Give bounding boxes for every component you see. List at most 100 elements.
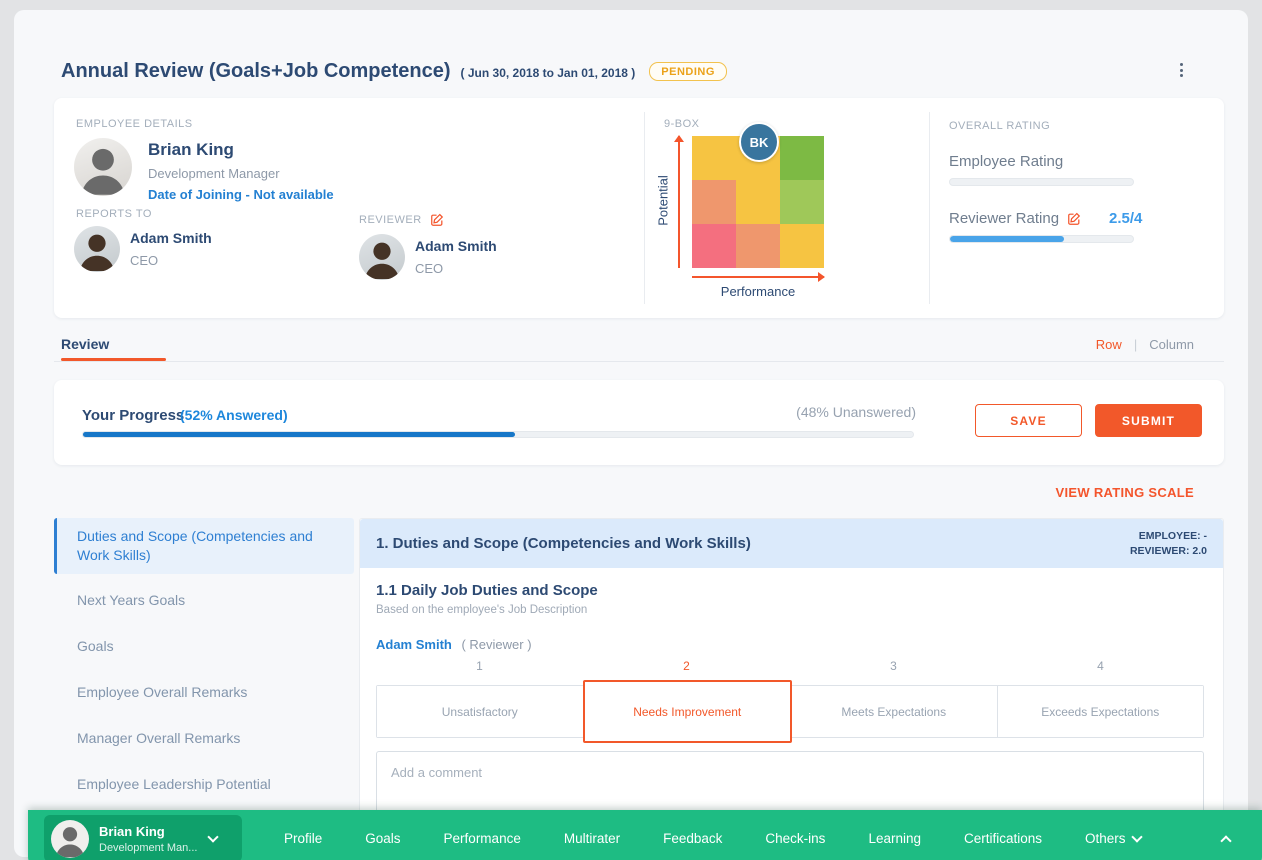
employee-avatar: [74, 138, 132, 196]
status-badge: PENDING: [649, 62, 727, 81]
answerer-line: Adam Smith ( Reviewer ): [376, 637, 532, 652]
progress-card: Your Progress (52% Answered) (48% Unansw…: [54, 380, 1224, 465]
answerer-role: ( Reviewer ): [461, 637, 532, 652]
section-sidebar: Duties and Scope (Competencies and Work …: [54, 518, 354, 860]
progress-answered: (52% Answered): [180, 407, 288, 423]
page-title: Annual Review (Goals+Job Competence): [61, 60, 451, 82]
sidebar-item-employee-leadership-potential[interactable]: Employee Leadership Potential: [77, 776, 271, 792]
chevron-down-icon: [207, 830, 219, 843]
nav-item-check-ins[interactable]: Check-ins: [765, 831, 826, 846]
content-frame: Annual Review (Goals+Job Competence) ( J…: [14, 10, 1262, 860]
scale-number-4: 4: [1097, 659, 1104, 673]
employee-score: EMPLOYEE: -: [1138, 529, 1207, 542]
employee-rating-label: Employee Rating: [949, 153, 1064, 170]
performance-axis-arrow: [692, 272, 825, 282]
reviewer-label: REVIEWER: [359, 214, 422, 226]
navbar-user-role: Development Man...: [99, 841, 198, 854]
collapse-navbar-button[interactable]: [1220, 832, 1232, 850]
view-rating-scale-link[interactable]: VIEW RATING SCALE: [1055, 485, 1194, 500]
navbar-user-avatar: [51, 819, 89, 858]
question-subtitle: Based on the employee's Job Description: [376, 604, 588, 616]
reviewer-name: Adam Smith: [415, 238, 497, 254]
tab-active-underline: [61, 358, 166, 361]
section-header: 1. Duties and Scope (Competencies and Wo…: [360, 519, 1223, 568]
nine-box-label: 9-BOX: [664, 118, 700, 130]
nine-box-cell: [780, 136, 824, 180]
nav-item-certifications[interactable]: Certifications: [963, 831, 1043, 846]
nine-box-cell: [692, 224, 736, 268]
potential-axis-arrow: [674, 135, 684, 268]
nine-box-cell: [692, 136, 736, 180]
progress-unanswered: (48% Unanswered): [796, 404, 916, 420]
reports-to-role: CEO: [130, 253, 159, 268]
section-scores: EMPLOYEE: - REVIEWER: 2.0: [1130, 529, 1207, 559]
nav-others-label: Others: [1085, 831, 1126, 846]
submit-button[interactable]: SUBMIT: [1095, 404, 1202, 437]
tab-review[interactable]: Review: [61, 336, 110, 352]
sidebar-item-next-years-goals[interactable]: Next Years Goals: [77, 592, 186, 608]
sidebar-item-manager-overall-remarks[interactable]: Manager Overall Remarks: [77, 730, 241, 746]
sidebar-item-goals[interactable]: Goals: [77, 638, 114, 654]
rating-option-exceeds-expectations[interactable]: Exceeds Expectations: [997, 686, 1203, 737]
reviewer-avatar: [359, 234, 405, 280]
reviewer-rating-label: Reviewer Rating: [949, 210, 1060, 227]
view-toggle-separator: |: [1133, 337, 1138, 352]
nine-box-cell: [780, 224, 824, 268]
performance-axis-label: Performance: [720, 284, 796, 299]
nine-box-cell: [692, 180, 736, 224]
employee-rating-bar: [949, 178, 1134, 186]
reviewer-rating-bar: [949, 235, 1134, 243]
chevron-down-icon: [1130, 830, 1143, 843]
reviewer-rating-value: 2.5/4: [1109, 210, 1143, 227]
employee-summary-card: EMPLOYEE DETAILS Brian King Development …: [54, 98, 1224, 318]
kebab-menu-icon[interactable]: [1172, 60, 1190, 80]
nav-item-profile[interactable]: Profile: [284, 831, 323, 846]
sidebar-item-employee-overall-remarks[interactable]: Employee Overall Remarks: [77, 684, 248, 700]
scale-number-1: 1: [476, 659, 483, 673]
employee-position-marker: BK: [739, 122, 779, 162]
rating-option-meets-expectations[interactable]: Meets Expectations: [791, 686, 998, 737]
section-title: 1. Duties and Scope (Competencies and Wo…: [376, 535, 751, 552]
nine-box-cell: [736, 180, 780, 224]
reviewer-rating-fill: [950, 236, 1065, 242]
chevron-up-icon: [1220, 835, 1232, 847]
nav-item-feedback[interactable]: Feedback: [663, 831, 723, 846]
progress-fill: [83, 432, 515, 437]
rating-scale-numbers: 1 2 3 4: [376, 659, 1204, 673]
answerer-name-link[interactable]: Adam Smith: [376, 637, 452, 652]
nine-box-cell: [780, 180, 824, 224]
page-header: Annual Review (Goals+Job Competence) ( J…: [61, 60, 727, 83]
reports-to-label: REPORTS TO: [76, 208, 152, 220]
edit-reviewer-icon[interactable]: [430, 213, 444, 227]
tabs-divider: [54, 361, 1224, 362]
nav-item-multirater[interactable]: Multirater: [563, 831, 621, 846]
scale-number-2: 2: [683, 659, 690, 673]
divider: [644, 112, 645, 304]
nav-item-goals[interactable]: Goals: [365, 831, 401, 846]
sidebar-item-duties-and-scope[interactable]: Duties and Scope (Competencies and Work …: [54, 518, 354, 574]
save-button[interactable]: SAVE: [975, 404, 1082, 437]
nine-box-cell: [736, 224, 780, 268]
question-title: 1.1 Daily Job Duties and Scope: [376, 582, 598, 599]
navbar-user-name: Brian King: [99, 823, 165, 839]
employee-name: Brian King: [148, 140, 234, 159]
rating-option-unsatisfactory[interactable]: Unsatisfactory: [377, 686, 584, 737]
overall-rating-label: OVERALL RATING: [949, 120, 1051, 132]
question-panel: 1. Duties and Scope (Competencies and Wo…: [359, 518, 1224, 848]
bottom-navbar: Brian King Development Man... Profile Go…: [28, 810, 1262, 860]
edit-reviewer-rating-icon[interactable]: [1067, 212, 1081, 226]
nav-item-others[interactable]: Others: [1085, 830, 1143, 846]
view-toggle-column[interactable]: Column: [1149, 337, 1194, 352]
progress-label: Your Progress: [82, 407, 185, 424]
nav-item-learning[interactable]: Learning: [868, 831, 921, 846]
nav-item-performance[interactable]: Performance: [443, 831, 521, 846]
date-of-joining-link[interactable]: Date of Joining - Not available: [148, 187, 334, 202]
reports-to-name: Adam Smith: [130, 230, 212, 246]
rating-option-needs-improvement[interactable]: Needs Improvement: [582, 680, 792, 743]
view-toggle-row[interactable]: Row: [1095, 337, 1122, 352]
user-switcher-chip[interactable]: Brian King Development Man...: [44, 815, 242, 860]
review-date-range: ( Jun 30, 2018 to Jan 01, 2018 ): [460, 66, 636, 80]
scale-number-3: 3: [890, 659, 897, 673]
progress-bar: [82, 431, 914, 438]
